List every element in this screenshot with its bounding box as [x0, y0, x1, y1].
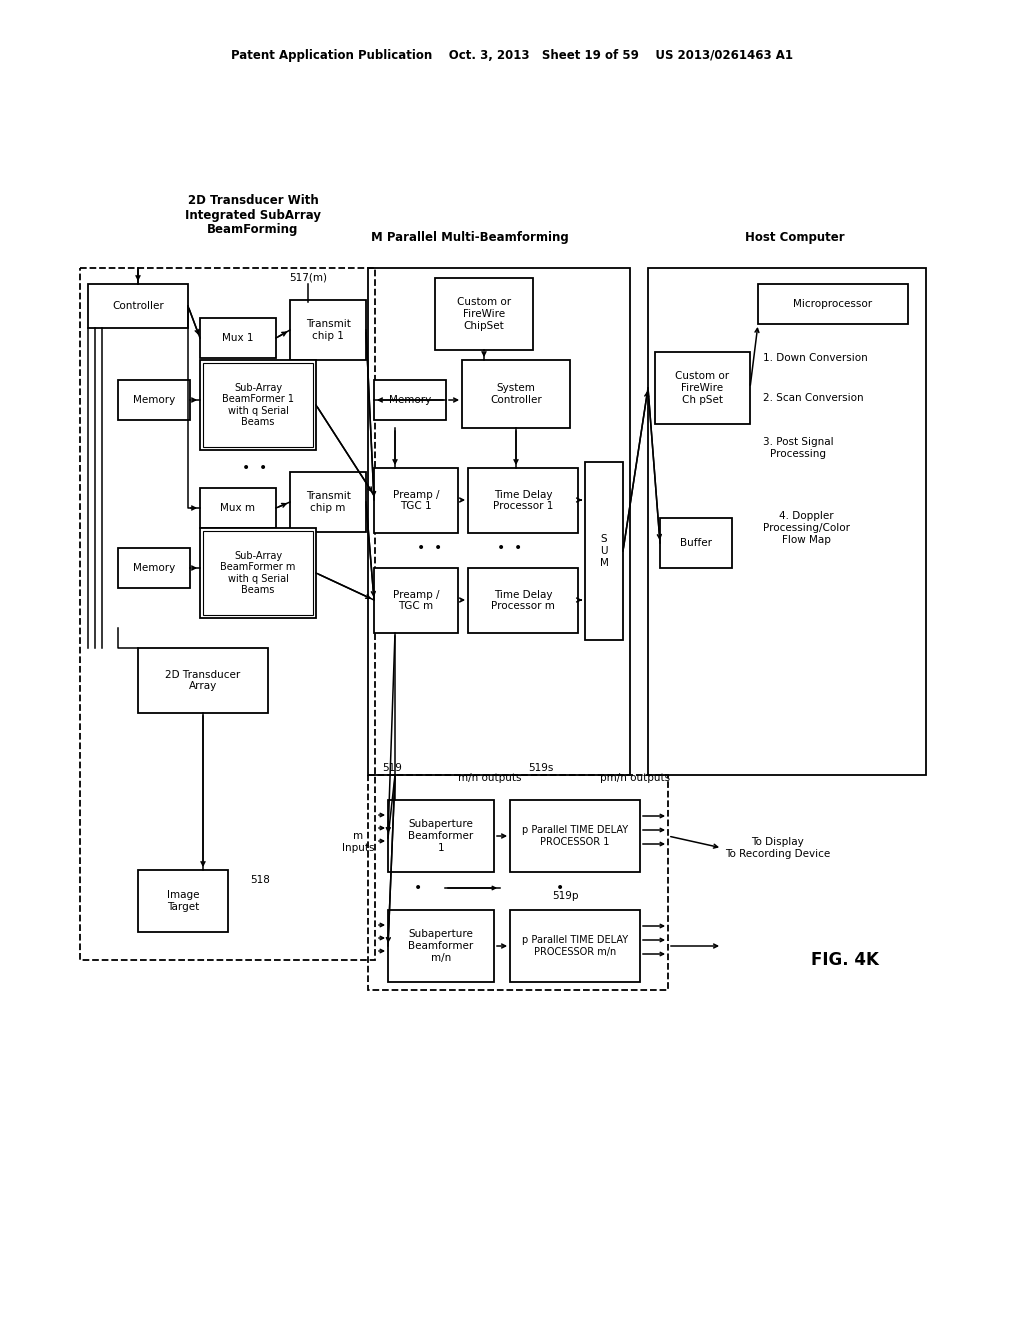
Bar	[80, 268, 375, 960]
Text: Controller: Controller	[112, 301, 164, 312]
Text: Preamp /
TGC 1: Preamp / TGC 1	[393, 490, 439, 511]
Text: 3. Post Signal
Processing: 3. Post Signal Processing	[763, 437, 834, 459]
Bar	[510, 800, 640, 873]
Text: M Parallel Multi-Beamforming: M Parallel Multi-Beamforming	[371, 231, 569, 244]
Text: Image
Target: Image Target	[167, 890, 200, 912]
Bar	[388, 909, 494, 982]
Text: System
Controller: System Controller	[490, 383, 542, 405]
Bar	[585, 462, 623, 640]
Text: m/n outputs: m/n outputs	[459, 774, 522, 783]
Text: 2D Transducer
Array: 2D Transducer Array	[165, 669, 241, 692]
Text: Custom or
FireWire
ChipSet: Custom or FireWire ChipSet	[457, 297, 511, 330]
Text: Sub-Array
BeamFormer 1
with q Serial
Beams: Sub-Array BeamFormer 1 with q Serial Bea…	[222, 383, 294, 428]
Text: Mux m: Mux m	[220, 503, 256, 513]
Bar	[138, 648, 268, 713]
Text: pm/n outputs: pm/n outputs	[600, 774, 670, 783]
Bar	[200, 360, 316, 450]
Text: •  •: • •	[243, 461, 267, 475]
Bar	[374, 380, 446, 420]
Text: S
U
M: S U M	[600, 535, 608, 568]
Bar	[462, 360, 570, 428]
Text: 2. Scan Conversion: 2. Scan Conversion	[763, 393, 863, 403]
Bar	[200, 488, 276, 528]
Bar	[200, 528, 316, 618]
Text: p Parallel TIME DELAY
PROCESSOR m/n: p Parallel TIME DELAY PROCESSOR m/n	[522, 935, 628, 957]
Text: 4. Doppler
Processing/Color
Flow Map: 4. Doppler Processing/Color Flow Map	[763, 511, 850, 545]
Text: 1. Down Conversion: 1. Down Conversion	[763, 352, 867, 363]
Text: Time Delay
Processor m: Time Delay Processor m	[492, 590, 555, 611]
Bar	[368, 268, 630, 775]
Text: 2D Transducer With
Integrated SubArray
BeamForming: 2D Transducer With Integrated SubArray B…	[185, 194, 321, 236]
Text: •  •: • •	[418, 541, 442, 554]
Bar	[88, 284, 188, 327]
Text: To Display
To Recording Device: To Display To Recording Device	[725, 837, 830, 859]
Text: Memory: Memory	[133, 395, 175, 405]
Text: •: •	[556, 880, 564, 895]
Text: •: •	[414, 880, 422, 895]
Text: Time Delay
Processor 1: Time Delay Processor 1	[493, 490, 553, 511]
Text: Subaperture
Beamformer
m/n: Subaperture Beamformer m/n	[409, 929, 474, 962]
Text: •  •: • •	[498, 541, 522, 554]
Bar	[468, 469, 578, 533]
Bar	[203, 363, 313, 447]
Text: 517(m): 517(m)	[289, 273, 327, 282]
Text: Patent Application Publication    Oct. 3, 2013   Sheet 19 of 59    US 2013/02614: Patent Application Publication Oct. 3, 2…	[231, 49, 793, 62]
Bar	[118, 548, 190, 587]
Bar	[660, 517, 732, 568]
Text: Sub-Array
BeamFormer m
with q Serial
Beams: Sub-Array BeamFormer m with q Serial Bea…	[220, 550, 296, 595]
Bar	[435, 279, 534, 350]
Bar	[655, 352, 750, 424]
Bar	[374, 568, 458, 634]
Text: FIG. 4K: FIG. 4K	[811, 950, 879, 969]
Text: 519p: 519p	[552, 891, 579, 902]
Bar	[374, 469, 458, 533]
Bar	[468, 568, 578, 634]
Bar	[388, 800, 494, 873]
Text: Transmit
chip 1: Transmit chip 1	[305, 319, 350, 341]
Bar	[290, 300, 366, 360]
Text: Memory: Memory	[133, 564, 175, 573]
Text: p Parallel TIME DELAY
PROCESSOR 1: p Parallel TIME DELAY PROCESSOR 1	[522, 825, 628, 847]
Bar	[118, 380, 190, 420]
Text: Preamp /
TGC m: Preamp / TGC m	[393, 590, 439, 611]
Bar	[368, 775, 668, 990]
Bar	[138, 870, 228, 932]
Bar	[200, 318, 276, 358]
Text: Microprocessor: Microprocessor	[794, 300, 872, 309]
Text: m
Inputs: m Inputs	[342, 832, 374, 853]
Text: Buffer: Buffer	[680, 539, 712, 548]
Text: Host Computer: Host Computer	[745, 231, 845, 244]
Text: Mux 1: Mux 1	[222, 333, 254, 343]
Bar	[290, 473, 366, 532]
Text: Custom or
FireWire
Ch pSet: Custom or FireWire Ch pSet	[676, 371, 729, 405]
Bar	[648, 268, 926, 775]
Text: 519: 519	[382, 763, 401, 774]
Bar	[758, 284, 908, 323]
Bar	[203, 531, 313, 615]
Text: Memory: Memory	[389, 395, 431, 405]
Text: Subaperture
Beamformer
1: Subaperture Beamformer 1	[409, 820, 474, 853]
Bar	[510, 909, 640, 982]
Text: Transmit
chip m: Transmit chip m	[305, 491, 350, 512]
Text: 518: 518	[250, 875, 270, 884]
Text: 519s: 519s	[528, 763, 553, 774]
